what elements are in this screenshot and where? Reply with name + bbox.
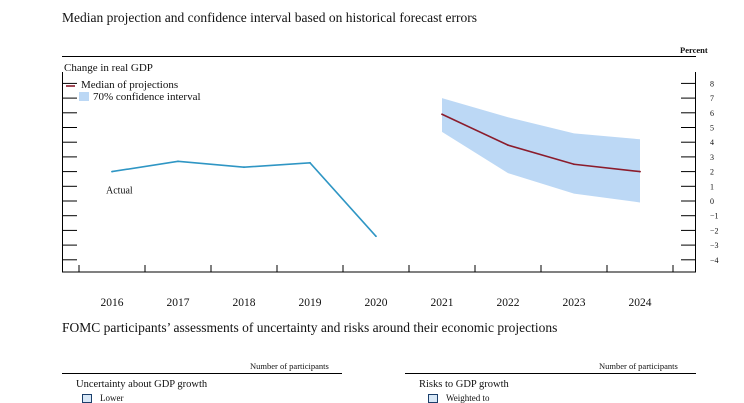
series-point xyxy=(573,163,575,166)
legend-median-label: Median of projections xyxy=(81,79,178,91)
y-tick-label: 1 xyxy=(710,182,714,191)
x-tick-label: 2020 xyxy=(365,297,388,309)
right-legend-label: Weighted to xyxy=(446,393,490,403)
y-tick-label: −1 xyxy=(710,212,719,221)
confidence-band xyxy=(442,98,640,203)
x-tick-label: 2021 xyxy=(431,297,454,309)
y-tick-label: 6 xyxy=(710,109,714,118)
right-panel-title: Risks to GDP growth xyxy=(419,379,509,390)
series-point xyxy=(507,144,509,147)
series-point xyxy=(111,170,113,173)
x-tick-label: 2017 xyxy=(167,297,190,309)
y-tick-label: 8 xyxy=(710,79,714,88)
y-tick-label: 4 xyxy=(710,138,714,147)
bottom-title: FOMC participants’ assessments of uncert… xyxy=(62,320,558,335)
right-panel-units: Number of participants xyxy=(599,361,678,371)
y-tick-label: 3 xyxy=(710,153,714,162)
x-tick-label: 2019 xyxy=(299,297,322,309)
y-tick-label: 7 xyxy=(710,94,714,103)
legend-band-swatch xyxy=(79,92,89,101)
units-label: Percent xyxy=(680,45,708,55)
x-tick-label: 2024 xyxy=(629,297,652,309)
gdp-projection-chart: −4 −3 −2 −1 0 1 2 3 4 5 6 7 8 2016 2017 2018 2019 2020 202… xyxy=(62,62,719,309)
top-rule xyxy=(62,56,696,57)
series-point xyxy=(309,161,311,164)
legend-band-label: 70% confidence interval xyxy=(93,91,201,103)
y-tick-label: 5 xyxy=(710,124,714,133)
median-series-line xyxy=(441,113,641,173)
left-panel-rule xyxy=(62,373,342,374)
series-point xyxy=(243,166,245,169)
left-legend-swatch xyxy=(82,394,92,403)
y-tick-label: −4 xyxy=(710,256,719,265)
right-panel-rule xyxy=(405,373,696,374)
y-tick-label: −2 xyxy=(710,226,719,235)
y-tick-label: 2 xyxy=(710,168,714,177)
series-point xyxy=(177,160,179,163)
left-legend-label: Lower xyxy=(100,393,124,403)
x-tick-label: 2018 xyxy=(233,297,256,309)
series-point xyxy=(375,235,377,238)
series-point xyxy=(441,113,443,116)
x-tick-label: 2016 xyxy=(101,297,124,309)
actual-series-line xyxy=(111,160,377,237)
left-panel-units: Number of participants xyxy=(250,361,329,371)
x-tick-label: 2022 xyxy=(497,297,520,309)
top-title: Median projection and confidence interva… xyxy=(62,10,477,25)
left-panel-title: Uncertainty about GDP growth xyxy=(76,379,208,390)
x-tick-label: 2023 xyxy=(563,297,586,309)
actual-annotation: Actual xyxy=(106,186,133,197)
series-point xyxy=(639,170,641,173)
y-tick-label: −3 xyxy=(710,241,719,250)
right-legend-swatch xyxy=(428,394,438,403)
y-tick-label: 0 xyxy=(710,197,714,206)
chart-title: Change in real GDP xyxy=(64,62,153,74)
